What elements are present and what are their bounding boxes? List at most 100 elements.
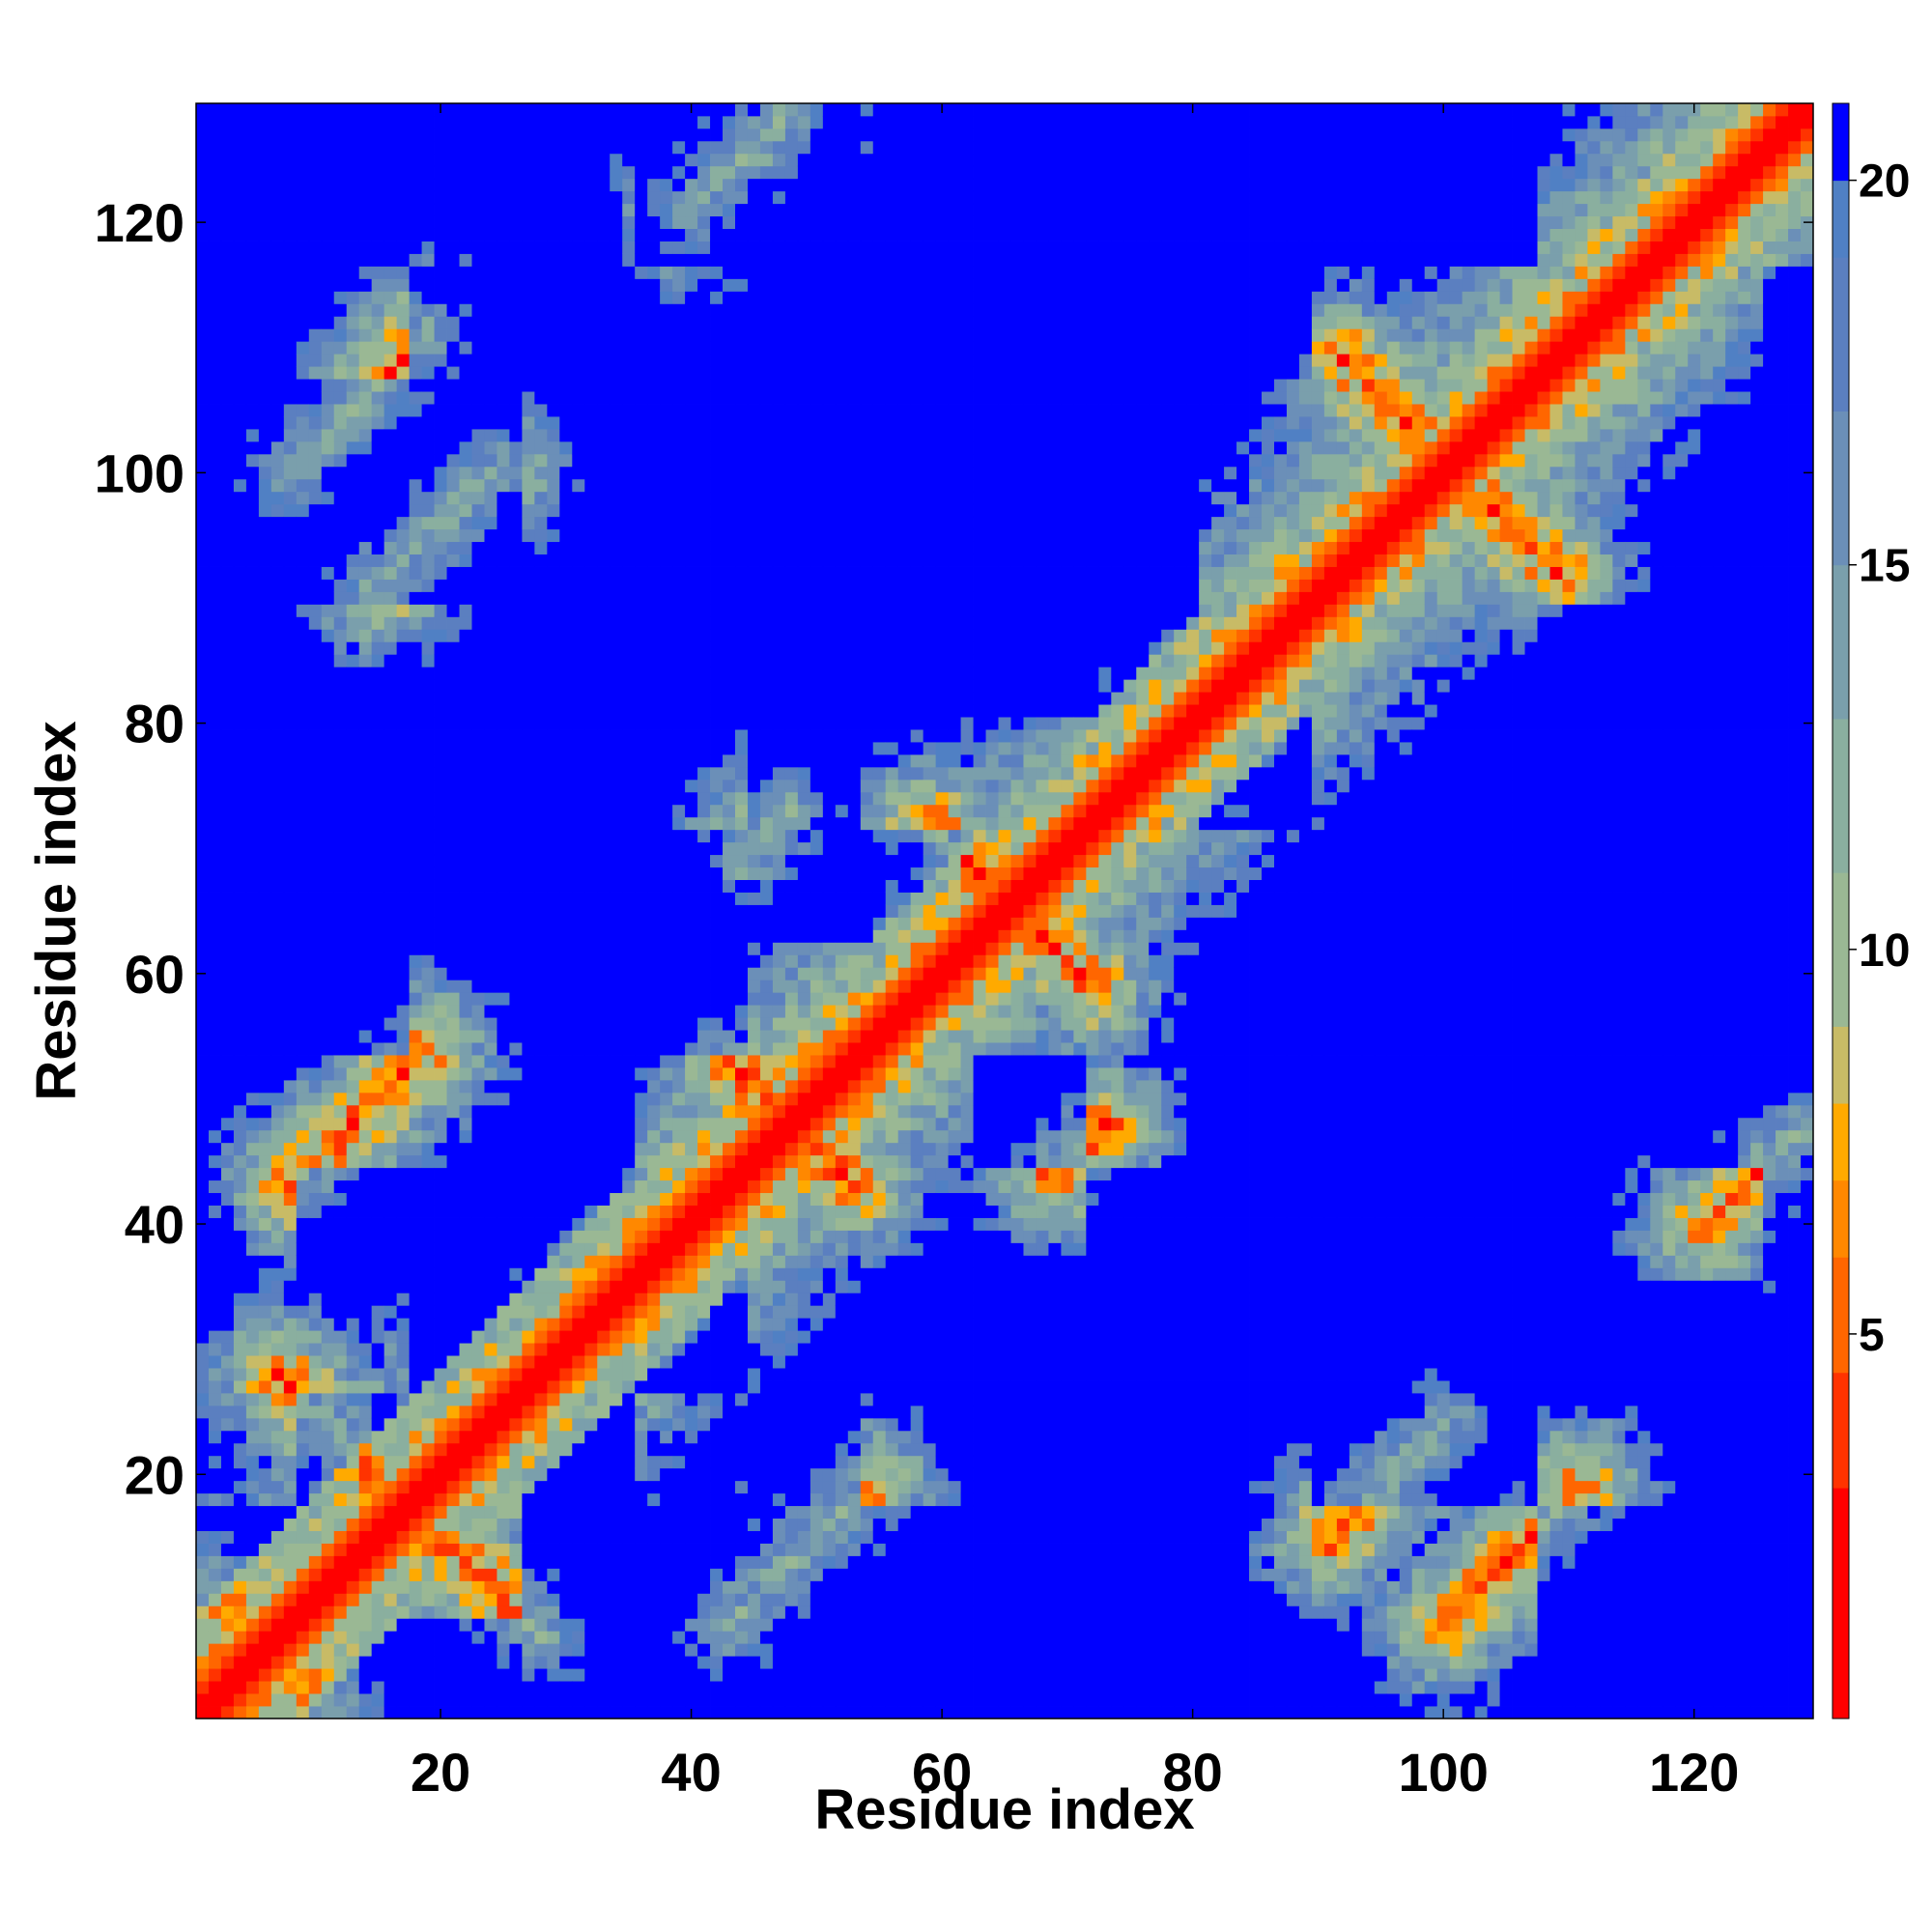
heatmap-cell bbox=[497, 178, 510, 192]
heatmap-cell bbox=[384, 704, 398, 718]
heatmap-cell bbox=[522, 1492, 535, 1507]
heatmap-cell bbox=[446, 892, 460, 905]
heatmap-cell bbox=[346, 1330, 360, 1344]
heatmap-cell bbox=[471, 1643, 485, 1657]
heatmap-cell bbox=[245, 1230, 260, 1243]
heatmap-cell bbox=[346, 867, 360, 880]
heatmap-cell bbox=[258, 528, 272, 543]
heatmap-cell bbox=[346, 1092, 360, 1106]
heatmap-cell bbox=[534, 140, 548, 155]
heatmap-cell bbox=[497, 215, 510, 230]
heatmap-cell bbox=[208, 354, 222, 367]
heatmap-cell bbox=[421, 379, 435, 392]
heatmap-cell bbox=[384, 829, 398, 843]
heatmap-cell bbox=[459, 128, 472, 142]
heatmap-cell bbox=[572, 416, 585, 430]
heatmap-cell bbox=[358, 1017, 373, 1031]
heatmap-cell bbox=[321, 841, 335, 856]
heatmap-cell bbox=[220, 491, 235, 505]
heatmap-cell bbox=[459, 1318, 472, 1331]
heatmap-cell bbox=[196, 1267, 210, 1281]
heatmap-cell bbox=[358, 266, 373, 279]
heatmap-cell bbox=[635, 228, 648, 242]
heatmap-cell bbox=[346, 791, 360, 806]
heatmap-cell bbox=[333, 742, 348, 755]
heatmap-cell bbox=[346, 679, 360, 693]
heatmap-cell bbox=[559, 753, 573, 768]
heatmap-cell bbox=[396, 1343, 411, 1356]
heatmap-cell bbox=[672, 1192, 686, 1206]
heatmap-cell bbox=[346, 1318, 360, 1331]
heatmap-cell bbox=[371, 115, 385, 129]
heatmap-cell bbox=[547, 1343, 560, 1356]
heatmap-cell bbox=[283, 328, 298, 342]
heatmap-cell bbox=[396, 1079, 411, 1094]
heatmap-cell bbox=[220, 1167, 235, 1181]
heatmap-cell bbox=[660, 1030, 673, 1043]
heatmap-cell bbox=[635, 654, 648, 668]
heatmap-cell bbox=[584, 1017, 598, 1031]
heatmap-cell bbox=[346, 278, 360, 292]
heatmap-cell bbox=[333, 1230, 348, 1243]
heatmap-cell bbox=[245, 992, 260, 1006]
heatmap-cell bbox=[672, 629, 686, 642]
heatmap-cell bbox=[547, 604, 560, 617]
heatmap-cell bbox=[233, 1631, 247, 1644]
heatmap-cell bbox=[409, 1179, 422, 1194]
heatmap-cell bbox=[270, 1593, 285, 1606]
heatmap-cell bbox=[283, 165, 298, 180]
heatmap-cell bbox=[233, 541, 247, 554]
heatmap-cell bbox=[597, 1117, 611, 1131]
heatmap-cell bbox=[459, 1104, 472, 1119]
heatmap-cell bbox=[584, 103, 598, 117]
heatmap-cell bbox=[647, 929, 661, 943]
heatmap-cell bbox=[434, 1393, 447, 1406]
heatmap-cell bbox=[584, 466, 598, 480]
heatmap-cell bbox=[647, 1605, 661, 1619]
heatmap-cell bbox=[270, 1242, 285, 1256]
heatmap-cell bbox=[446, 1005, 460, 1018]
heatmap-cell bbox=[308, 1142, 323, 1156]
heatmap-cell bbox=[358, 1593, 373, 1606]
heatmap-cell bbox=[672, 1017, 686, 1031]
heatmap-cell bbox=[308, 291, 323, 304]
heatmap-cell bbox=[270, 1693, 285, 1707]
heatmap-cell bbox=[497, 1593, 510, 1606]
heatmap-cell bbox=[321, 967, 335, 980]
heatmap-cell bbox=[484, 1618, 497, 1632]
heatmap-cell bbox=[233, 1293, 247, 1306]
heatmap-cell bbox=[296, 203, 310, 217]
heatmap-cell bbox=[434, 1681, 447, 1694]
heatmap-cell bbox=[547, 253, 560, 267]
heatmap-cell bbox=[647, 1492, 661, 1507]
heatmap-cell bbox=[547, 904, 560, 918]
heatmap-cell bbox=[321, 1455, 335, 1469]
heatmap-cell bbox=[346, 1154, 360, 1169]
heatmap-cell bbox=[559, 1017, 573, 1031]
heatmap-cell bbox=[208, 854, 222, 868]
heatmap-cell bbox=[446, 1505, 460, 1520]
heatmap-cell bbox=[660, 1417, 673, 1432]
heatmap-cell bbox=[358, 1267, 373, 1281]
heatmap-cell bbox=[384, 115, 398, 129]
heatmap-cell bbox=[497, 328, 510, 342]
heatmap-cell bbox=[333, 1280, 348, 1293]
heatmap-cell bbox=[547, 416, 560, 430]
heatmap-cell bbox=[622, 1005, 636, 1018]
heatmap-cell bbox=[346, 1380, 360, 1394]
heatmap-cell bbox=[208, 541, 222, 554]
heatmap-cell bbox=[333, 416, 348, 430]
heatmap-cell bbox=[321, 366, 335, 380]
heatmap-cell bbox=[358, 1104, 373, 1119]
heatmap-cell bbox=[672, 667, 686, 680]
heatmap-cell bbox=[434, 1693, 447, 1707]
heatmap-cell bbox=[610, 679, 623, 693]
heatmap-cell bbox=[270, 1179, 285, 1194]
heatmap-cell bbox=[333, 1217, 348, 1231]
heatmap-cell bbox=[220, 1079, 235, 1094]
heatmap-cell bbox=[208, 917, 222, 930]
heatmap-cell bbox=[308, 1230, 323, 1243]
heatmap-cell bbox=[672, 1430, 686, 1444]
heatmap-cell bbox=[308, 303, 323, 317]
heatmap-cell bbox=[258, 679, 272, 693]
